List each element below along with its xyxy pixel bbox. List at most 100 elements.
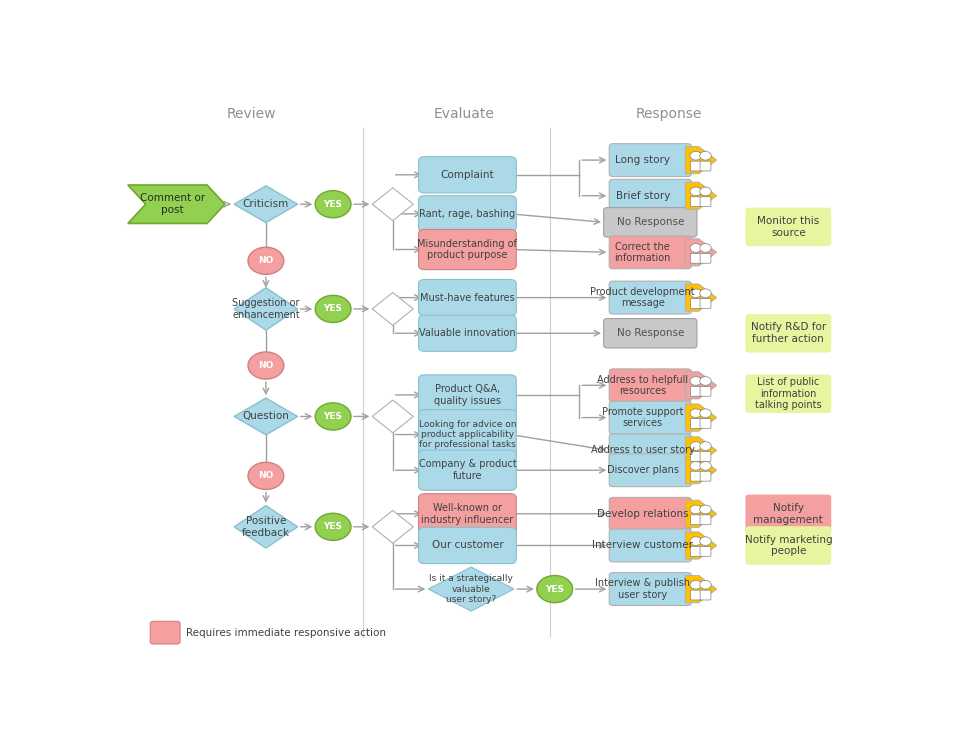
FancyBboxPatch shape [745,526,831,564]
Circle shape [700,442,712,451]
Circle shape [315,403,351,430]
Circle shape [690,187,701,196]
FancyBboxPatch shape [700,419,711,429]
Polygon shape [373,293,413,326]
FancyBboxPatch shape [700,254,711,263]
Text: Valuable innovation: Valuable innovation [419,329,516,338]
Text: Interview customer: Interview customer [592,540,693,551]
Text: Product Q&A,
quality issues: Product Q&A, quality issues [434,384,501,406]
Circle shape [700,289,712,298]
Text: Product development
message: Product development message [590,287,695,309]
Circle shape [536,576,573,603]
FancyBboxPatch shape [610,529,691,562]
Polygon shape [686,372,716,399]
Text: Correct the
information: Correct the information [614,242,671,263]
FancyBboxPatch shape [419,157,516,193]
Circle shape [690,505,701,514]
Circle shape [690,409,701,417]
Text: Develop relations: Develop relations [597,509,689,519]
FancyBboxPatch shape [700,197,711,207]
Circle shape [248,352,284,379]
Polygon shape [686,239,716,266]
Text: Discover plans: Discover plans [607,465,679,476]
FancyBboxPatch shape [690,451,701,462]
Polygon shape [373,510,413,543]
Text: Complaint: Complaint [441,170,494,180]
Text: Requires immediate responsive action: Requires immediate responsive action [186,628,386,638]
Circle shape [700,505,712,514]
Text: Interview & publish
user story: Interview & publish user story [595,578,690,600]
Circle shape [700,537,712,545]
FancyBboxPatch shape [610,236,691,269]
FancyBboxPatch shape [745,207,831,246]
Polygon shape [686,404,716,431]
Circle shape [690,243,701,252]
FancyBboxPatch shape [745,314,831,353]
Text: Long story: Long story [615,155,670,165]
FancyBboxPatch shape [610,143,691,176]
FancyBboxPatch shape [690,161,701,171]
Text: Notify
management: Notify management [753,503,823,525]
Circle shape [690,462,701,470]
Text: Rant, rage, bashing: Rant, rage, bashing [419,209,515,219]
Circle shape [700,581,712,589]
Polygon shape [686,146,716,173]
FancyBboxPatch shape [745,375,831,413]
Polygon shape [234,186,298,223]
FancyBboxPatch shape [604,207,697,237]
Text: Promote support
services: Promote support services [602,406,684,429]
Text: YES: YES [324,200,343,209]
Text: YES: YES [324,523,343,531]
Circle shape [315,190,351,218]
FancyBboxPatch shape [610,498,691,530]
Text: Notify R&D for
further action: Notify R&D for further action [751,323,826,344]
FancyBboxPatch shape [610,573,691,606]
Circle shape [700,409,712,417]
FancyBboxPatch shape [700,471,711,481]
FancyBboxPatch shape [700,451,711,462]
FancyBboxPatch shape [610,179,691,212]
Circle shape [248,247,284,274]
Text: YES: YES [324,412,343,421]
Circle shape [690,537,701,545]
Circle shape [690,376,701,385]
Circle shape [700,187,712,196]
Text: NO: NO [258,257,273,265]
Polygon shape [686,182,716,209]
FancyBboxPatch shape [419,279,516,316]
FancyBboxPatch shape [610,453,691,487]
FancyBboxPatch shape [700,514,711,525]
Polygon shape [234,398,298,435]
FancyBboxPatch shape [419,528,516,564]
Polygon shape [686,576,716,603]
Text: Company & product
future: Company & product future [419,459,516,481]
Text: NO: NO [258,361,273,370]
FancyBboxPatch shape [690,547,701,556]
Circle shape [690,289,701,298]
Text: Our customer: Our customer [431,540,504,551]
Polygon shape [373,188,413,220]
Polygon shape [686,501,716,528]
Circle shape [690,151,701,160]
Text: Misunderstanding of
product purpose: Misunderstanding of product purpose [418,239,517,260]
Circle shape [700,243,712,252]
Text: Looking for advice on
product applicability
for professional tasks: Looking for advice on product applicabil… [419,420,516,450]
Polygon shape [686,437,716,464]
FancyBboxPatch shape [604,318,697,348]
Text: Review: Review [226,107,275,121]
Polygon shape [686,532,716,559]
FancyBboxPatch shape [690,471,701,481]
FancyBboxPatch shape [610,401,691,434]
Text: Response: Response [636,107,702,121]
FancyBboxPatch shape [690,298,701,309]
FancyBboxPatch shape [419,494,516,534]
FancyBboxPatch shape [690,197,701,207]
Text: Is it a strategically
valuable
user story?: Is it a strategically valuable user stor… [429,574,513,604]
Text: Criticism: Criticism [243,199,289,209]
FancyBboxPatch shape [690,514,701,525]
Circle shape [690,442,701,451]
Text: Monitor this
source: Monitor this source [757,216,820,237]
Text: Evaluate: Evaluate [433,107,494,121]
FancyBboxPatch shape [419,375,516,415]
Polygon shape [686,284,716,311]
